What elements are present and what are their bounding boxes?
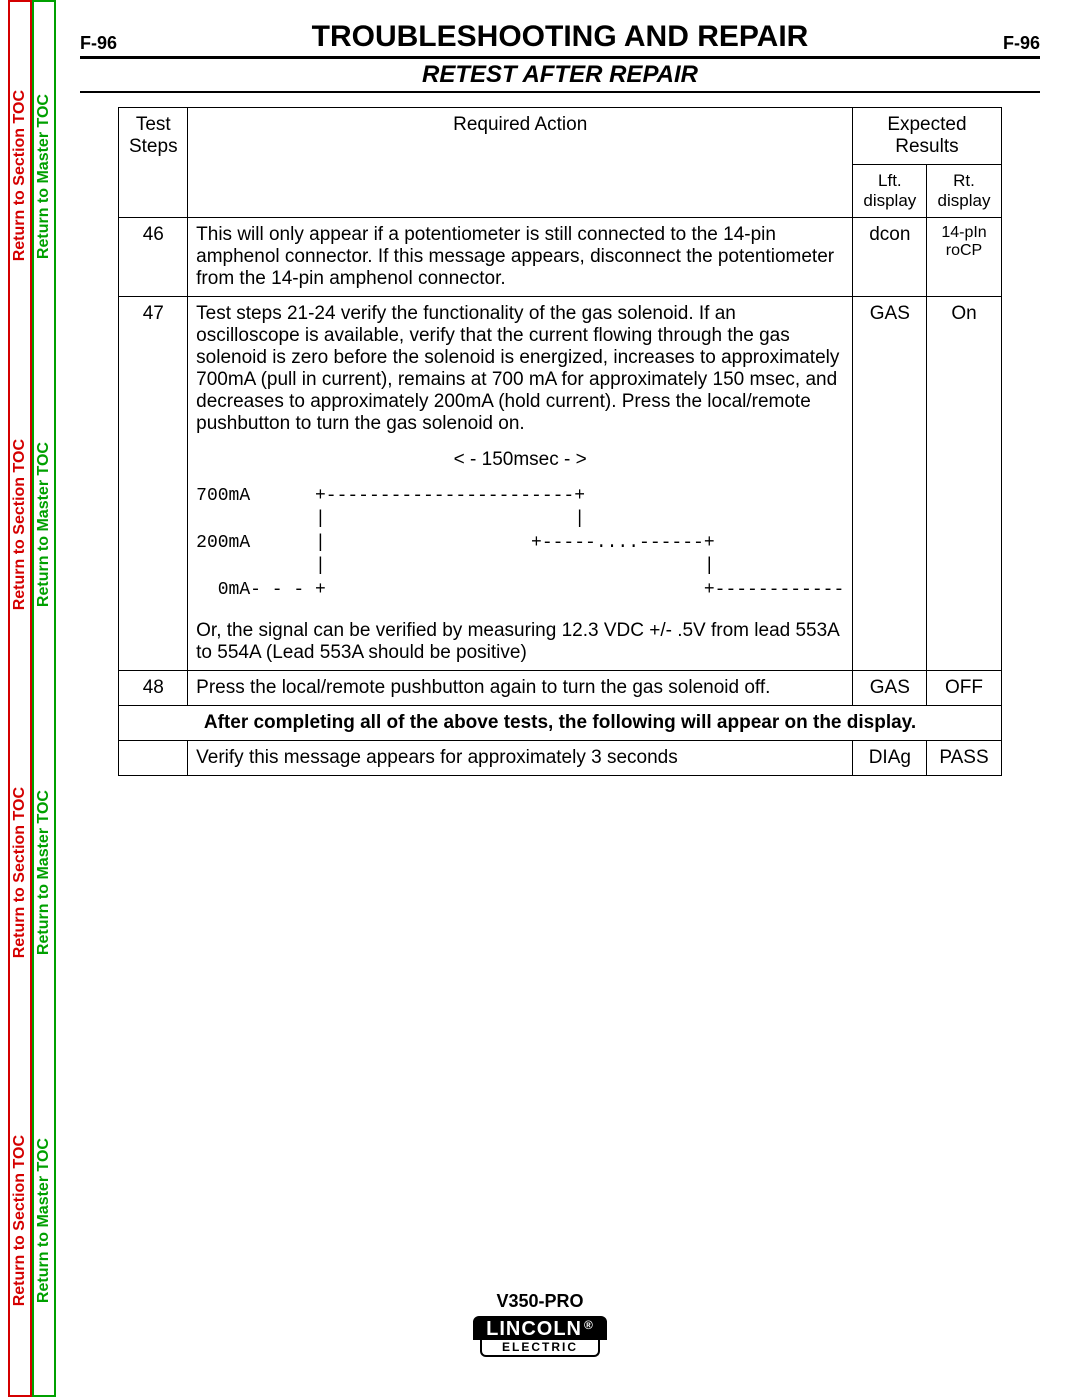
cell-step: 46	[119, 218, 188, 297]
table-section-note-row: After completing all of the above tests,…	[119, 705, 1001, 740]
cell-lft: dcon	[853, 218, 927, 297]
section-toc-link[interactable]: Return to Section TOC	[11, 767, 29, 978]
cell-step: 48	[119, 670, 188, 705]
cell-rt: On	[927, 297, 1001, 671]
cell-lft: GAS	[853, 297, 927, 671]
section-toc-bar: Return to Section TOC Return to Section …	[8, 0, 32, 1397]
cell-action: Press the local/remote pushbutton again …	[188, 670, 853, 705]
ascii-chart: 700mA +-----------------------+ | | 200m…	[196, 485, 844, 602]
master-toc-bar: Return to Master TOC Return to Master TO…	[32, 0, 56, 1397]
sidebar-toc-bars: Return to Section TOC Return to Section …	[8, 0, 56, 1397]
table-row: 47 Test steps 21-24 verify the functiona…	[119, 297, 1001, 671]
logo-top-text: LINCOLN®	[473, 1316, 607, 1340]
cell-lft: GAS	[853, 670, 927, 705]
test-table: Test Steps Required Action Expected Resu…	[118, 107, 1001, 776]
cell-lft: DIAg	[853, 740, 927, 775]
brand-logo: LINCOLN® ELECTRIC	[473, 1316, 607, 1357]
col-header-steps: Test Steps	[119, 108, 188, 218]
section-note-text: After completing all of the above tests,…	[119, 705, 1001, 740]
cell-action: Verify this message appears for approxim…	[188, 740, 853, 775]
action-text-post: Or, the signal can be verified by measur…	[196, 620, 844, 664]
table-row: Verify this message appears for approxim…	[119, 740, 1001, 775]
cell-action: Test steps 21-24 verify the functionalit…	[188, 297, 853, 671]
cell-step: 47	[119, 297, 188, 671]
cell-action: This will only appear if a potentiometer…	[188, 218, 853, 297]
cell-rt: PASS	[927, 740, 1001, 775]
registered-mark-icon: ®	[584, 1318, 594, 1332]
action-text-pre: Test steps 21-24 verify the functionalit…	[196, 303, 844, 435]
model-label: V350-PRO	[0, 1291, 1080, 1312]
table-row: 48 Press the local/remote pushbutton aga…	[119, 670, 1001, 705]
table-header-row: Test Steps Required Action Expected Resu…	[119, 108, 1001, 165]
col-header-rt: Rt. display	[927, 165, 1001, 218]
page-footer: V350-PRO LINCOLN® ELECTRIC	[0, 1291, 1080, 1357]
logo-brand-name: LINCOLN	[486, 1318, 582, 1340]
page-title: TROUBLESHOOTING AND REPAIR	[117, 20, 1003, 54]
master-toc-link[interactable]: Return to Master TOC	[35, 770, 53, 975]
page-content: F-96 TROUBLESHOOTING AND REPAIR F-96 RET…	[80, 20, 1040, 776]
cell-step	[119, 740, 188, 775]
cell-rt: 14-pIn roCP	[927, 218, 1001, 297]
logo-bottom-text: ELECTRIC	[480, 1340, 600, 1357]
master-toc-link[interactable]: Return to Master TOC	[35, 74, 53, 279]
subtitle-rule	[80, 91, 1040, 93]
title-rule	[80, 56, 1040, 59]
page-num-left: F-96	[80, 33, 117, 54]
chart-time-label: < - 150msec - >	[196, 449, 844, 471]
col-header-lft: Lft. display	[853, 165, 927, 218]
section-toc-link[interactable]: Return to Section TOC	[11, 419, 29, 630]
page-subtitle: RETEST AFTER REPAIR	[80, 61, 1040, 89]
col-header-action: Required Action	[188, 108, 853, 218]
section-toc-link[interactable]: Return to Section TOC	[11, 70, 29, 281]
page-num-right: F-96	[1003, 33, 1040, 54]
table-row: 46 This will only appear if a potentiome…	[119, 218, 1001, 297]
col-header-expected: Expected Results	[853, 108, 1001, 165]
master-toc-link[interactable]: Return to Master TOC	[35, 422, 53, 627]
header-row: F-96 TROUBLESHOOTING AND REPAIR F-96	[80, 20, 1040, 54]
cell-rt: OFF	[927, 670, 1001, 705]
